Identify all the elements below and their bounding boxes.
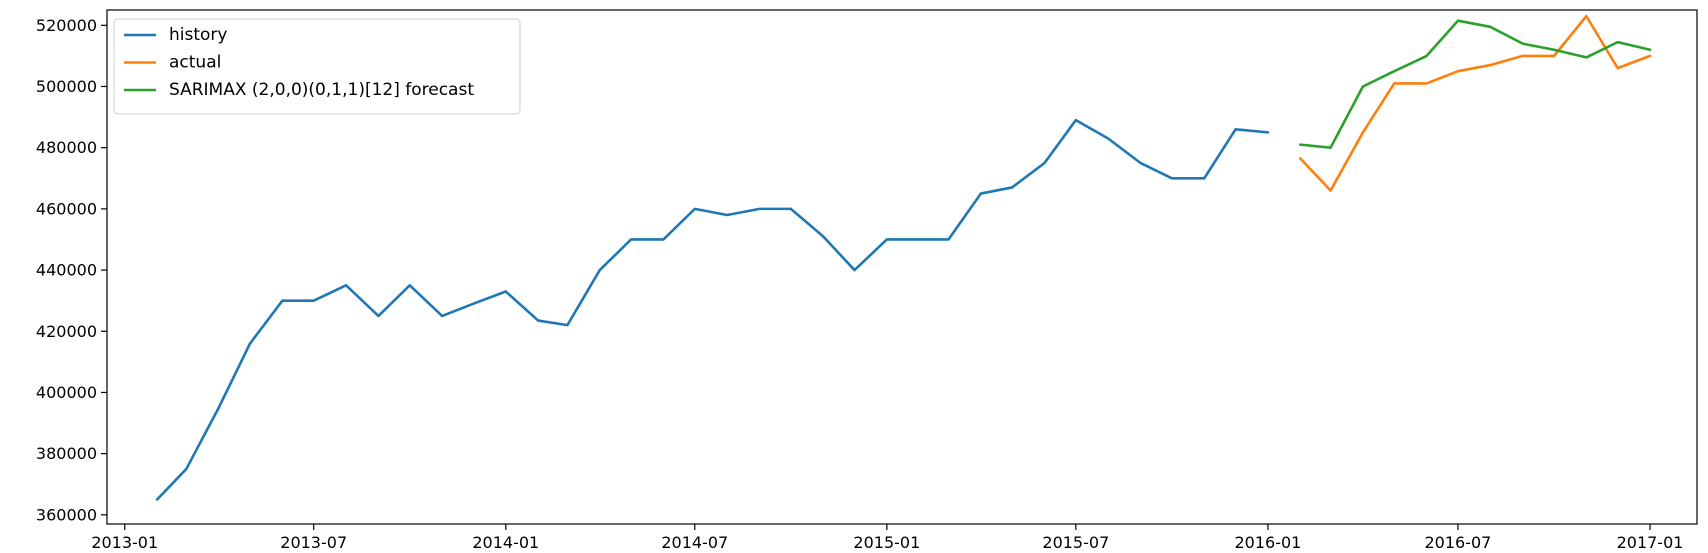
series-line-0 [155,118,1270,501]
x-tick-label: 2016-01 [1234,533,1301,552]
legend-label-0: history [169,25,227,45]
y-tick-label: 520000 [36,16,97,35]
series-line-2 [1298,19,1652,149]
x-tick-label: 2013-01 [91,533,158,552]
x-tick-label: 2014-07 [661,533,728,552]
x-axis: 2013-01 2013-07 2014-01 2014-07 2015-01 2015-… [91,524,1683,552]
legend-entries: history actual SARIMAX (2,0,0)(0,1,1)[12] … [124,25,474,100]
legend-label-1: actual [169,53,221,73]
y-tick-label: 460000 [36,199,97,218]
series-line-1 [1298,14,1652,192]
x-tick-label: 2015-01 [853,533,920,552]
legend-label-2: SARIMAX (2,0,0)(0,1,1)[12] forecast [169,80,474,100]
y-tick-label: 440000 [36,261,97,280]
plot-frame [106,9,1698,525]
x-tick-label: 2014-01 [472,533,539,552]
y-tick-label: 420000 [36,322,97,341]
legend-box [113,18,521,115]
x-tick-label: 2016-07 [1424,533,1491,552]
y-tick-label: 480000 [36,138,97,157]
x-tick-label: 2015-07 [1042,533,1109,552]
legend: history actual SARIMAX (2,0,0)(0,1,1)[12] … [113,18,521,115]
x-tick-label: 2013-07 [280,533,347,552]
y-tick-label: 360000 [36,505,97,524]
y-tick-label: 400000 [36,383,97,402]
x-tick-label: 2017-01 [1617,533,1684,552]
y-tick-label: 500000 [36,77,97,96]
y-axis: 360000 380000 400000 420000 440000 460000 4800… [36,16,107,524]
y-tick-label: 380000 [36,444,97,463]
series-lines [155,14,1652,501]
